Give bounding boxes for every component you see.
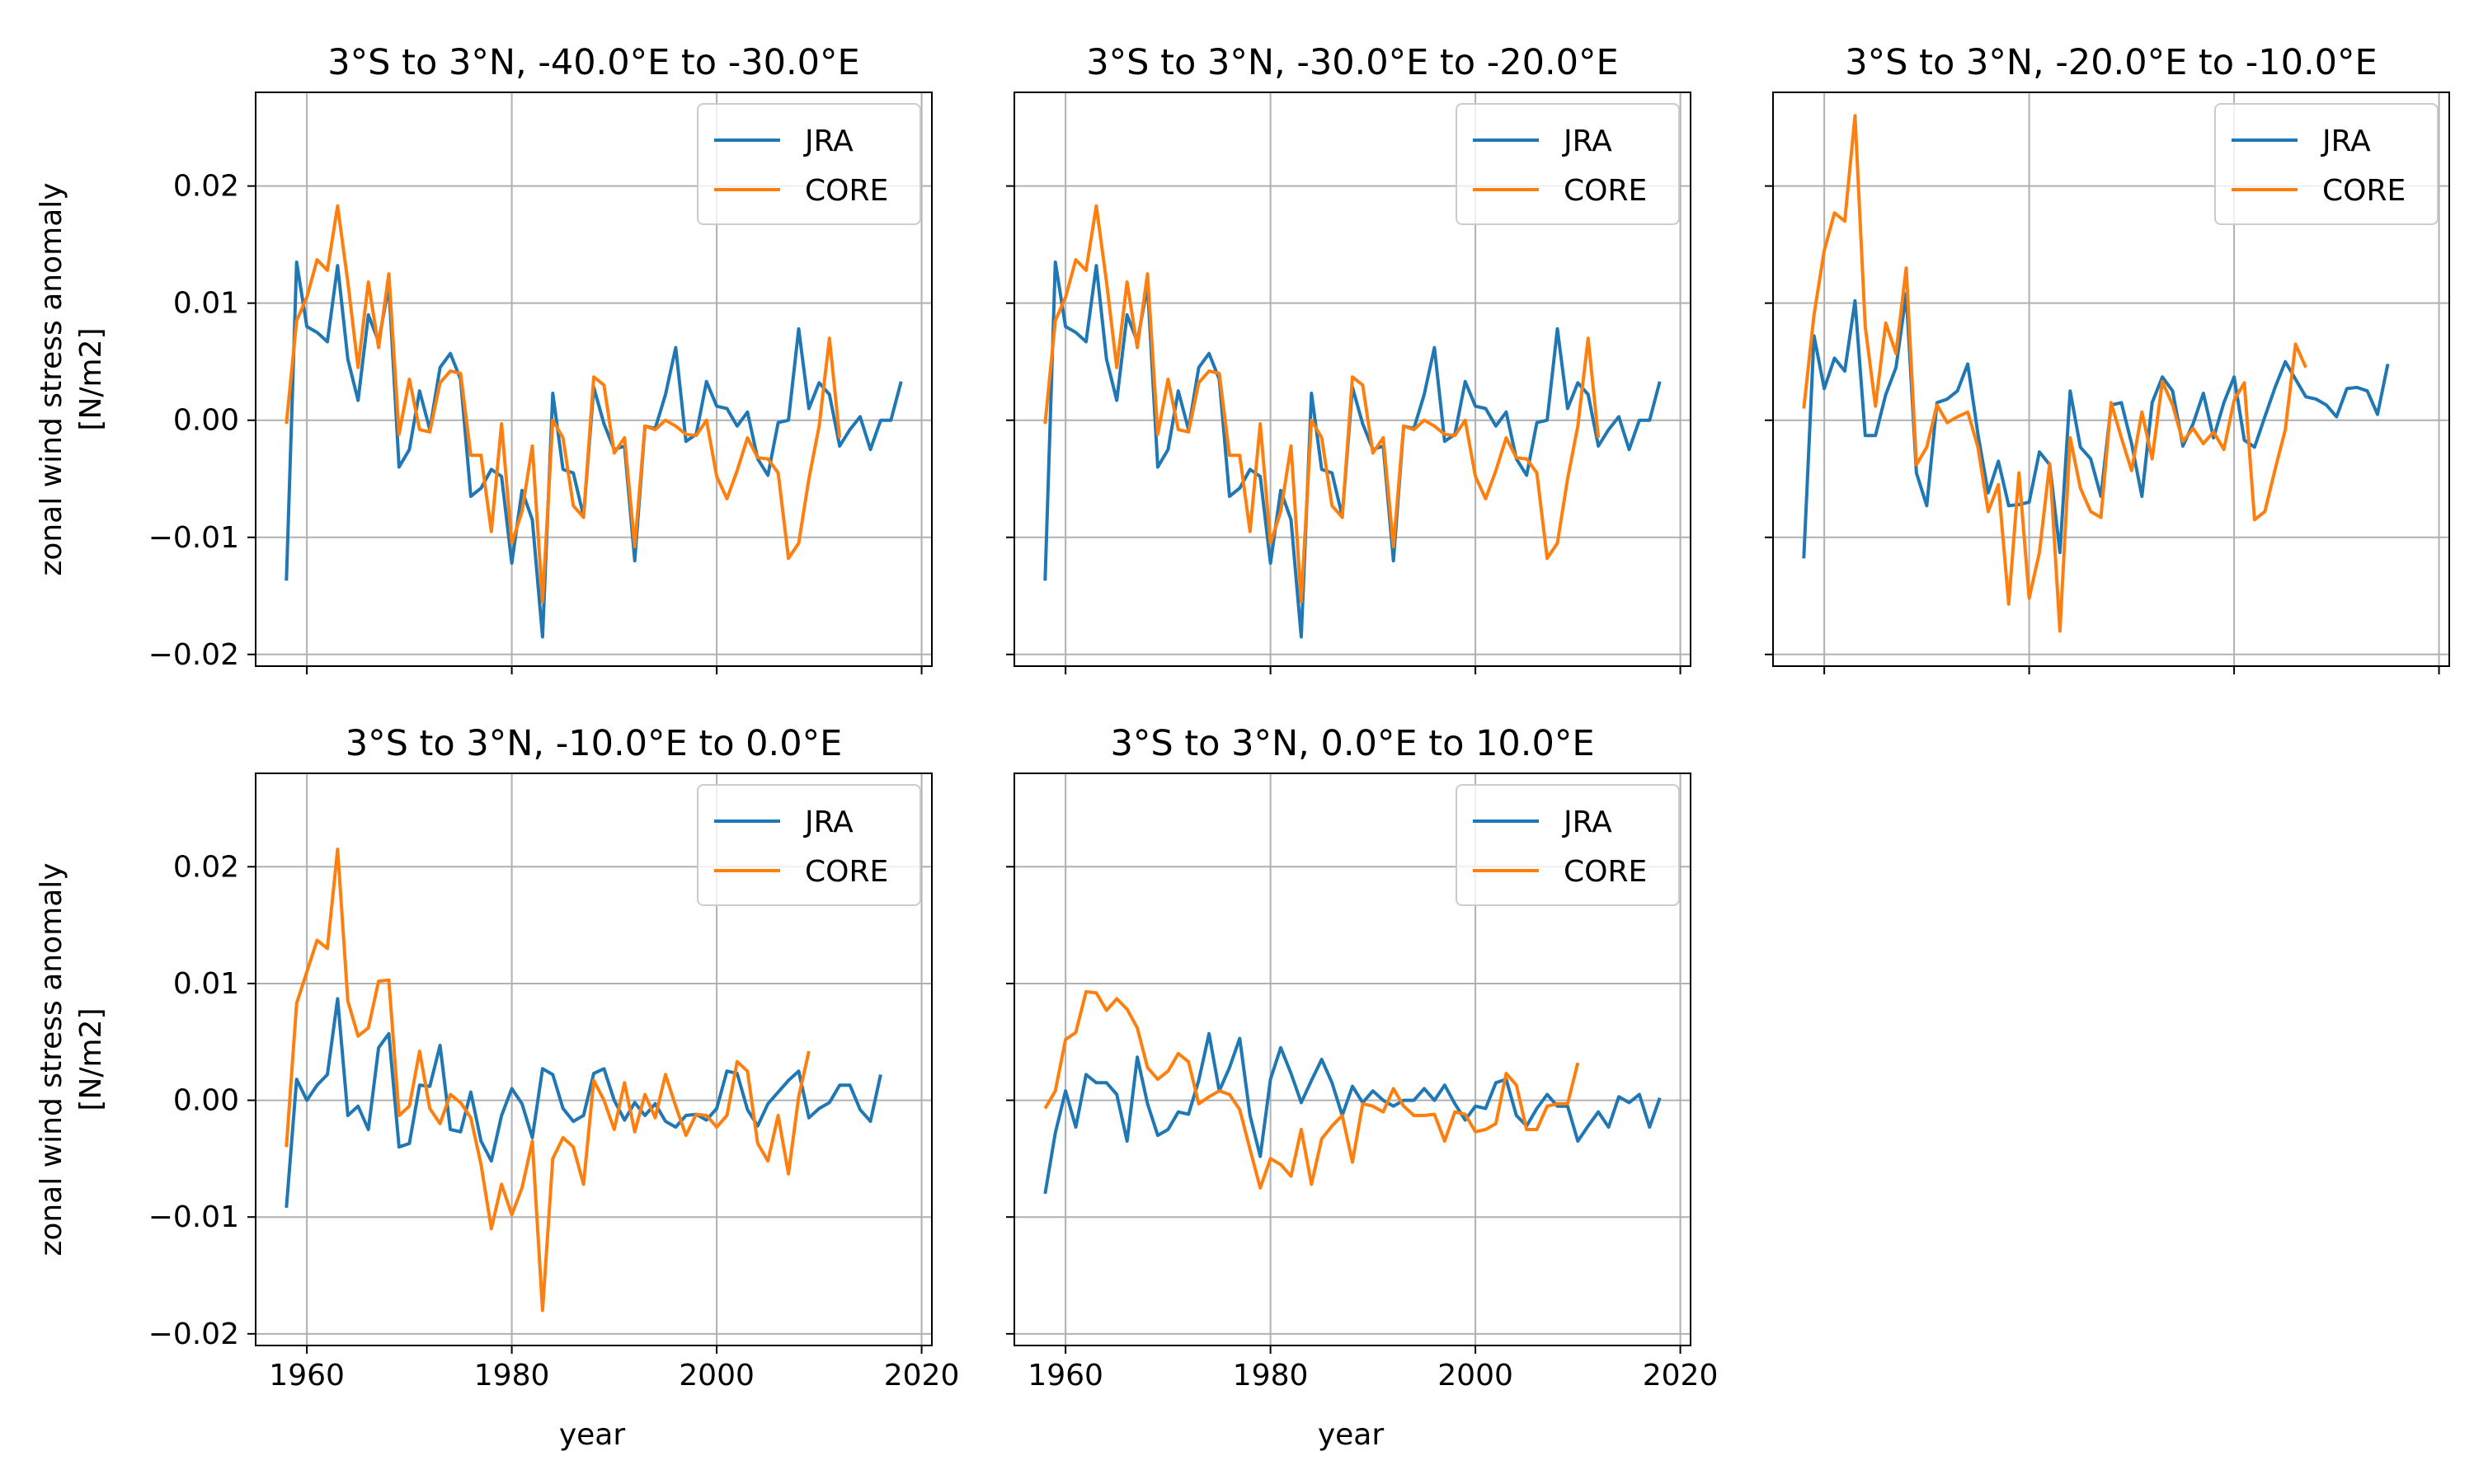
- y-axis-unit: [N/m2]: [74, 327, 108, 430]
- legend-label: CORE: [1564, 855, 1647, 889]
- series-line-core: [285, 204, 842, 603]
- chart-panel-5: 1960 1980 2000 2020 3°S to 3°N, 0.0°E to 10.…: [1006, 723, 1718, 1392]
- series-line-core: [285, 848, 811, 1313]
- y-axis-unit: [N/m2]: [74, 1007, 108, 1111]
- x-tick-label: 1960: [1028, 1359, 1103, 1392]
- legend-label: CORE: [1564, 174, 1647, 208]
- chart-title: 3°S to 3°N, -10.0°E to 0.0°E: [346, 723, 843, 764]
- chart-title: 3°S to 3°N, -40.0°E to -30.0°E: [327, 42, 859, 83]
- y-tick-label: 0.02: [173, 850, 239, 884]
- x-tick-label: 1980: [474, 1359, 550, 1392]
- y-tick-label: −0.02: [148, 638, 239, 672]
- y-tick-label: 0.00: [173, 1084, 239, 1118]
- legend-frame: [697, 784, 921, 906]
- series-line-core: [1043, 204, 1601, 603]
- series-line-jra: [285, 997, 882, 1209]
- legend-label: JRA: [1562, 805, 1612, 839]
- legend: JRA CORE: [2214, 103, 2439, 225]
- legend-label: CORE: [805, 174, 888, 208]
- x-tick-label: 1980: [1233, 1359, 1309, 1392]
- chart-panel-2: 3°S to 3°N, -30.0°E to -20.0°E JRA CORE: [1006, 42, 1691, 674]
- legend-label: CORE: [2322, 174, 2406, 208]
- axes-frame: [255, 773, 933, 1346]
- legend: JRA CORE: [1456, 784, 1680, 906]
- legend-frame: [1456, 103, 1680, 225]
- series-line-core: [1043, 989, 1580, 1190]
- legend-label: JRA: [803, 124, 854, 158]
- y-tick-label: 0.01: [173, 287, 239, 321]
- chart-panel-3: 3°S to 3°N, -20.0°E to -10.0°E JRA CORE: [1765, 42, 2450, 674]
- chart-title: 3°S to 3°N, -20.0°E to -10.0°E: [1845, 42, 2377, 83]
- x-tick-label: 2000: [679, 1359, 755, 1392]
- axes-frame: [1014, 92, 1691, 667]
- chart-title: 3°S to 3°N, 0.0°E to 10.0°E: [1111, 723, 1595, 764]
- axes-frame: [1014, 773, 1691, 1346]
- chart-panel-1: −0.02 −0.01 0.00 0.01 0.02 3°S to 3°N, -40.0°…: [148, 42, 933, 674]
- legend-label: CORE: [805, 855, 888, 889]
- legend-label: JRA: [1562, 124, 1612, 158]
- legend-frame: [1456, 784, 1680, 906]
- y-tick-label: −0.01: [148, 1200, 239, 1234]
- series-line-jra: [285, 261, 903, 639]
- axes-frame: [255, 92, 933, 667]
- y-tick-label: 0.01: [173, 967, 239, 1001]
- y-tick-label: 0.02: [173, 170, 239, 204]
- y-axis-label: zonal wind stress anomaly: [35, 182, 68, 575]
- x-axis-label: year: [1318, 1418, 1385, 1452]
- legend-frame: [697, 103, 921, 225]
- x-tick-label: 2000: [1437, 1359, 1513, 1392]
- x-tick-label: 2020: [884, 1359, 960, 1392]
- legend: JRA CORE: [697, 103, 921, 225]
- series-line-jra: [1802, 292, 2390, 559]
- row2-ylabel: zonal wind stress anomaly [N/m2]: [35, 862, 108, 1256]
- legend-frame: [2214, 103, 2439, 225]
- legend: JRA CORE: [697, 784, 921, 906]
- y-tick-label: −0.01: [148, 521, 239, 555]
- chart-title: 3°S to 3°N, -30.0°E to -20.0°E: [1086, 42, 1618, 83]
- legend-label: JRA: [803, 805, 854, 839]
- series-line-core: [1802, 114, 2307, 633]
- row1-ylabel: zonal wind stress anomaly [N/m2]: [35, 182, 108, 575]
- axes-frame: [1772, 92, 2450, 667]
- legend: JRA CORE: [1456, 103, 1680, 225]
- y-tick-label: −0.02: [148, 1317, 239, 1351]
- y-axis-label: zonal wind stress anomaly: [35, 862, 68, 1256]
- legend-label: JRA: [2321, 124, 2371, 158]
- y-tick-label: 0.00: [173, 404, 239, 438]
- x-tick-label: 1960: [269, 1359, 345, 1392]
- series-line-jra: [1043, 261, 1662, 639]
- x-axis-label: year: [559, 1418, 626, 1452]
- chart-panel-4: 1960 1980 2000 2020 −0.02 −0.01 0.00 0.01 0.02 3°…: [148, 723, 960, 1392]
- series-line-jra: [1043, 1031, 1662, 1195]
- x-tick-label: 2020: [1643, 1359, 1719, 1392]
